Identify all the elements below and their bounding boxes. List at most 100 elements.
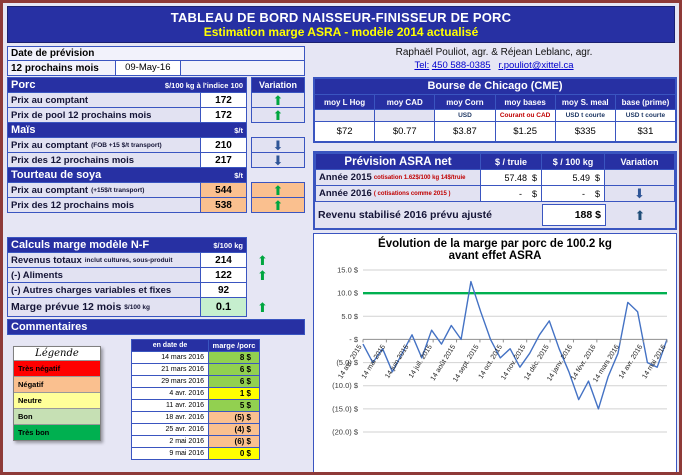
asra-row-2015: Année 2015 cotisation 1.62$/100 kg 14$/t… <box>315 169 675 186</box>
svg-text:14 mars 2016: 14 mars 2016 <box>592 344 621 384</box>
row-label: Prix au comptant <box>11 94 89 106</box>
row-value: 172 <box>200 93 246 107</box>
legend-item: Neutre <box>14 392 100 408</box>
asra-col-variation: Variation <box>604 153 675 170</box>
row-label: Prix de pool 12 prochains mois <box>11 109 152 121</box>
row-label: Année 2015 <box>319 172 372 183</box>
porc-title: Porc <box>11 79 36 91</box>
forecast-date-box: Date de prévision 12 prochains mois 09-M… <box>7 46 305 76</box>
row-value: 544 <box>200 183 246 197</box>
margin-evolution-chart-panel: Évolution de la marge par porc de 100.2 … <box>313 233 677 472</box>
legend-title: Légende <box>35 348 79 359</box>
row-label: (-) Autres charges variables et fixes <box>11 284 172 296</box>
bourse-col-cad: moy CAD $0.77 <box>375 95 436 141</box>
marge-value: 0.1 <box>200 298 246 316</box>
legend-box: Légende Très négatif Négatif Neutre Bon … <box>13 346 101 441</box>
svg-text:14 mai 2015: 14 mai 2015 <box>361 344 387 380</box>
up-arrow-icon: ⬆ <box>272 92 284 108</box>
row-value: 217 <box>200 153 246 167</box>
porc-section-header: Porc $/100 kg à l'indice 100 Variation <box>7 77 305 93</box>
forecast-period: 12 prochains mois <box>11 62 99 74</box>
row-value: 210 <box>200 138 246 152</box>
table-row: 2 mai 2016 (6) $ <box>131 435 261 448</box>
row-value: 214 <box>200 253 246 267</box>
forecast-date-label: Date de prévision <box>7 46 305 60</box>
calculs-section-header: Calculs marge modèle N-F $/100 kg <box>7 237 305 253</box>
revenu-label: Revenu stabilisé 2016 prévu ajusté <box>318 209 492 221</box>
chart-title: Évolution de la marge par porc de 100.2 … <box>378 238 612 250</box>
legend-item: Négatif <box>14 376 100 392</box>
row-note: ( cotisations comme 2015 ) <box>373 190 451 197</box>
phone-link[interactable]: 450 588-0385 <box>431 60 491 71</box>
margin-history-table: en date de marge /porc 14 mars 2016 8 $ … <box>131 339 261 460</box>
row-value: 538 <box>200 198 246 212</box>
up-arrow-icon: ⬆ <box>272 197 284 213</box>
mais-unit: $/t <box>234 125 243 135</box>
marge-prevue-row: Marge prévue 12 mois $/100 kg 0.1 ⬆ <box>7 297 305 317</box>
svg-text:- $: - $ <box>349 335 359 344</box>
chart-subtitle: avant effet ASRA <box>448 250 542 262</box>
table-row: 9 mai 2016 0 $ <box>131 447 261 460</box>
porc-unit: $/100 kg à l'indice 100 <box>164 80 243 90</box>
row-label: Année 2016 <box>319 188 372 199</box>
page-title: TABLEAU DE BORD NAISSEUR-FINISSEUR DE PO… <box>170 10 512 25</box>
soya-title: Tourteau de soya <box>11 169 102 181</box>
forecast-date-value: 09-May-16 <box>114 61 181 75</box>
revenu-value: 188 $ <box>542 204 606 226</box>
row-value: 172 <box>200 108 246 122</box>
asra-panel: Prévision ASRA net $ / truie $ / 100 kg … <box>313 151 677 230</box>
mais-title: Maïs <box>11 124 36 136</box>
up-arrow-icon: ⬆ <box>634 207 646 223</box>
porc-row-pool: Prix de pool 12 prochains mois 172 ⬆ <box>7 107 305 123</box>
tel-label: Tel: <box>414 60 430 71</box>
bourse-columns: moy L Hog $72 moy CAD $0.77 moy Corn USD… <box>315 95 676 141</box>
commentaires-section: Légende Très négatif Négatif Neutre Bon … <box>7 338 305 472</box>
mais-row-12mois: Prix des 12 prochains mois 217 ⬇ <box>7 152 305 168</box>
asra-revenu-row: Revenu stabilisé 2016 prévu ajusté 188 $… <box>315 204 675 226</box>
row-note: (FOB +15 $/t transport) <box>91 141 162 149</box>
svg-text:14 avr. 2016: 14 avr. 2016 <box>618 344 644 380</box>
row-label: Prix des 12 prochains mois <box>11 154 135 166</box>
row-value: 122 <box>200 268 246 282</box>
row-note: cotisation 1.62$/100 kg 14$/truie <box>373 174 466 181</box>
mais-row-comptant: Prix au comptant (FOB +15 $/t transport)… <box>7 137 305 153</box>
page-subtitle: Estimation marge ASRA - modèle 2014 actu… <box>203 25 479 39</box>
svg-text:(20.0) $: (20.0) $ <box>332 428 359 437</box>
svg-text:(10.0) $: (10.0) $ <box>332 381 359 390</box>
title-bar: TABLEAU DE BORD NAISSEUR-FINISSEUR DE PO… <box>7 6 675 43</box>
svg-text:14 juil. 2015: 14 juil. 2015 <box>408 344 434 380</box>
up-arrow-icon: ⬆ <box>272 107 284 123</box>
legend-item: Très bon <box>14 424 100 440</box>
soya-row-comptant: Prix au comptant (+15$/t transport) 544 … <box>7 182 305 198</box>
table-row: 29 mars 2016 6 $ <box>131 375 261 388</box>
calculs-title: Calculs marge modèle N-F <box>11 239 150 251</box>
legend-item: Très négatif <box>14 360 100 376</box>
marge-unit: $/100 kg <box>124 303 150 311</box>
row-note: inclut cultures, sous-produit <box>84 256 173 264</box>
bourse-title: Bourse de Chicago (CME) <box>315 79 675 95</box>
variation-column-header: Variation <box>251 77 305 93</box>
bourse-chicago-panel: Bourse de Chicago (CME) moy L Hog $72 mo… <box>313 77 677 143</box>
calculs-row-autres: (-) Autres charges variables et fixes 92 <box>7 282 305 298</box>
table-header-row: en date de marge /porc <box>131 339 261 352</box>
porc-row-comptant: Prix au comptant 172 ⬆ <box>7 92 305 108</box>
svg-text:14 sept. 2015: 14 sept. 2015 <box>452 344 480 384</box>
bourse-col-bases: moy bases Courant ou CAD $1.25 <box>495 95 556 141</box>
email-link[interactable]: r.pouliot@xittel.ca <box>498 60 574 71</box>
row-value: 92 <box>200 283 246 297</box>
bourse-col-corn: moy Corn USD $3.87 <box>435 95 496 141</box>
down-arrow-icon: ⬇ <box>272 152 284 168</box>
left-panel: Porc $/100 kg à l'indice 100 Variation P… <box>7 77 305 335</box>
calculs-row-aliments: (-) Aliments 122 ⬆ <box>7 267 305 283</box>
legend-item: Bon <box>14 408 100 424</box>
svg-text:(5.0) $: (5.0) $ <box>336 358 359 367</box>
bourse-col-smeal: moy S. meal USD t courte $335 <box>555 95 616 141</box>
row-label: Prix des 12 prochains mois <box>11 199 135 211</box>
up-arrow-icon: ⬆ <box>257 267 268 283</box>
asra-header-row: Prévision ASRA net $ / truie $ / 100 kg … <box>315 153 675 170</box>
bourse-col-base-prime: base (prime) USD t courte $31 <box>615 95 676 141</box>
row-label: (-) Aliments <box>11 269 63 281</box>
svg-text:14 oct. 2015: 14 oct. 2015 <box>478 344 504 380</box>
down-arrow-icon: ⬇ <box>272 137 284 153</box>
